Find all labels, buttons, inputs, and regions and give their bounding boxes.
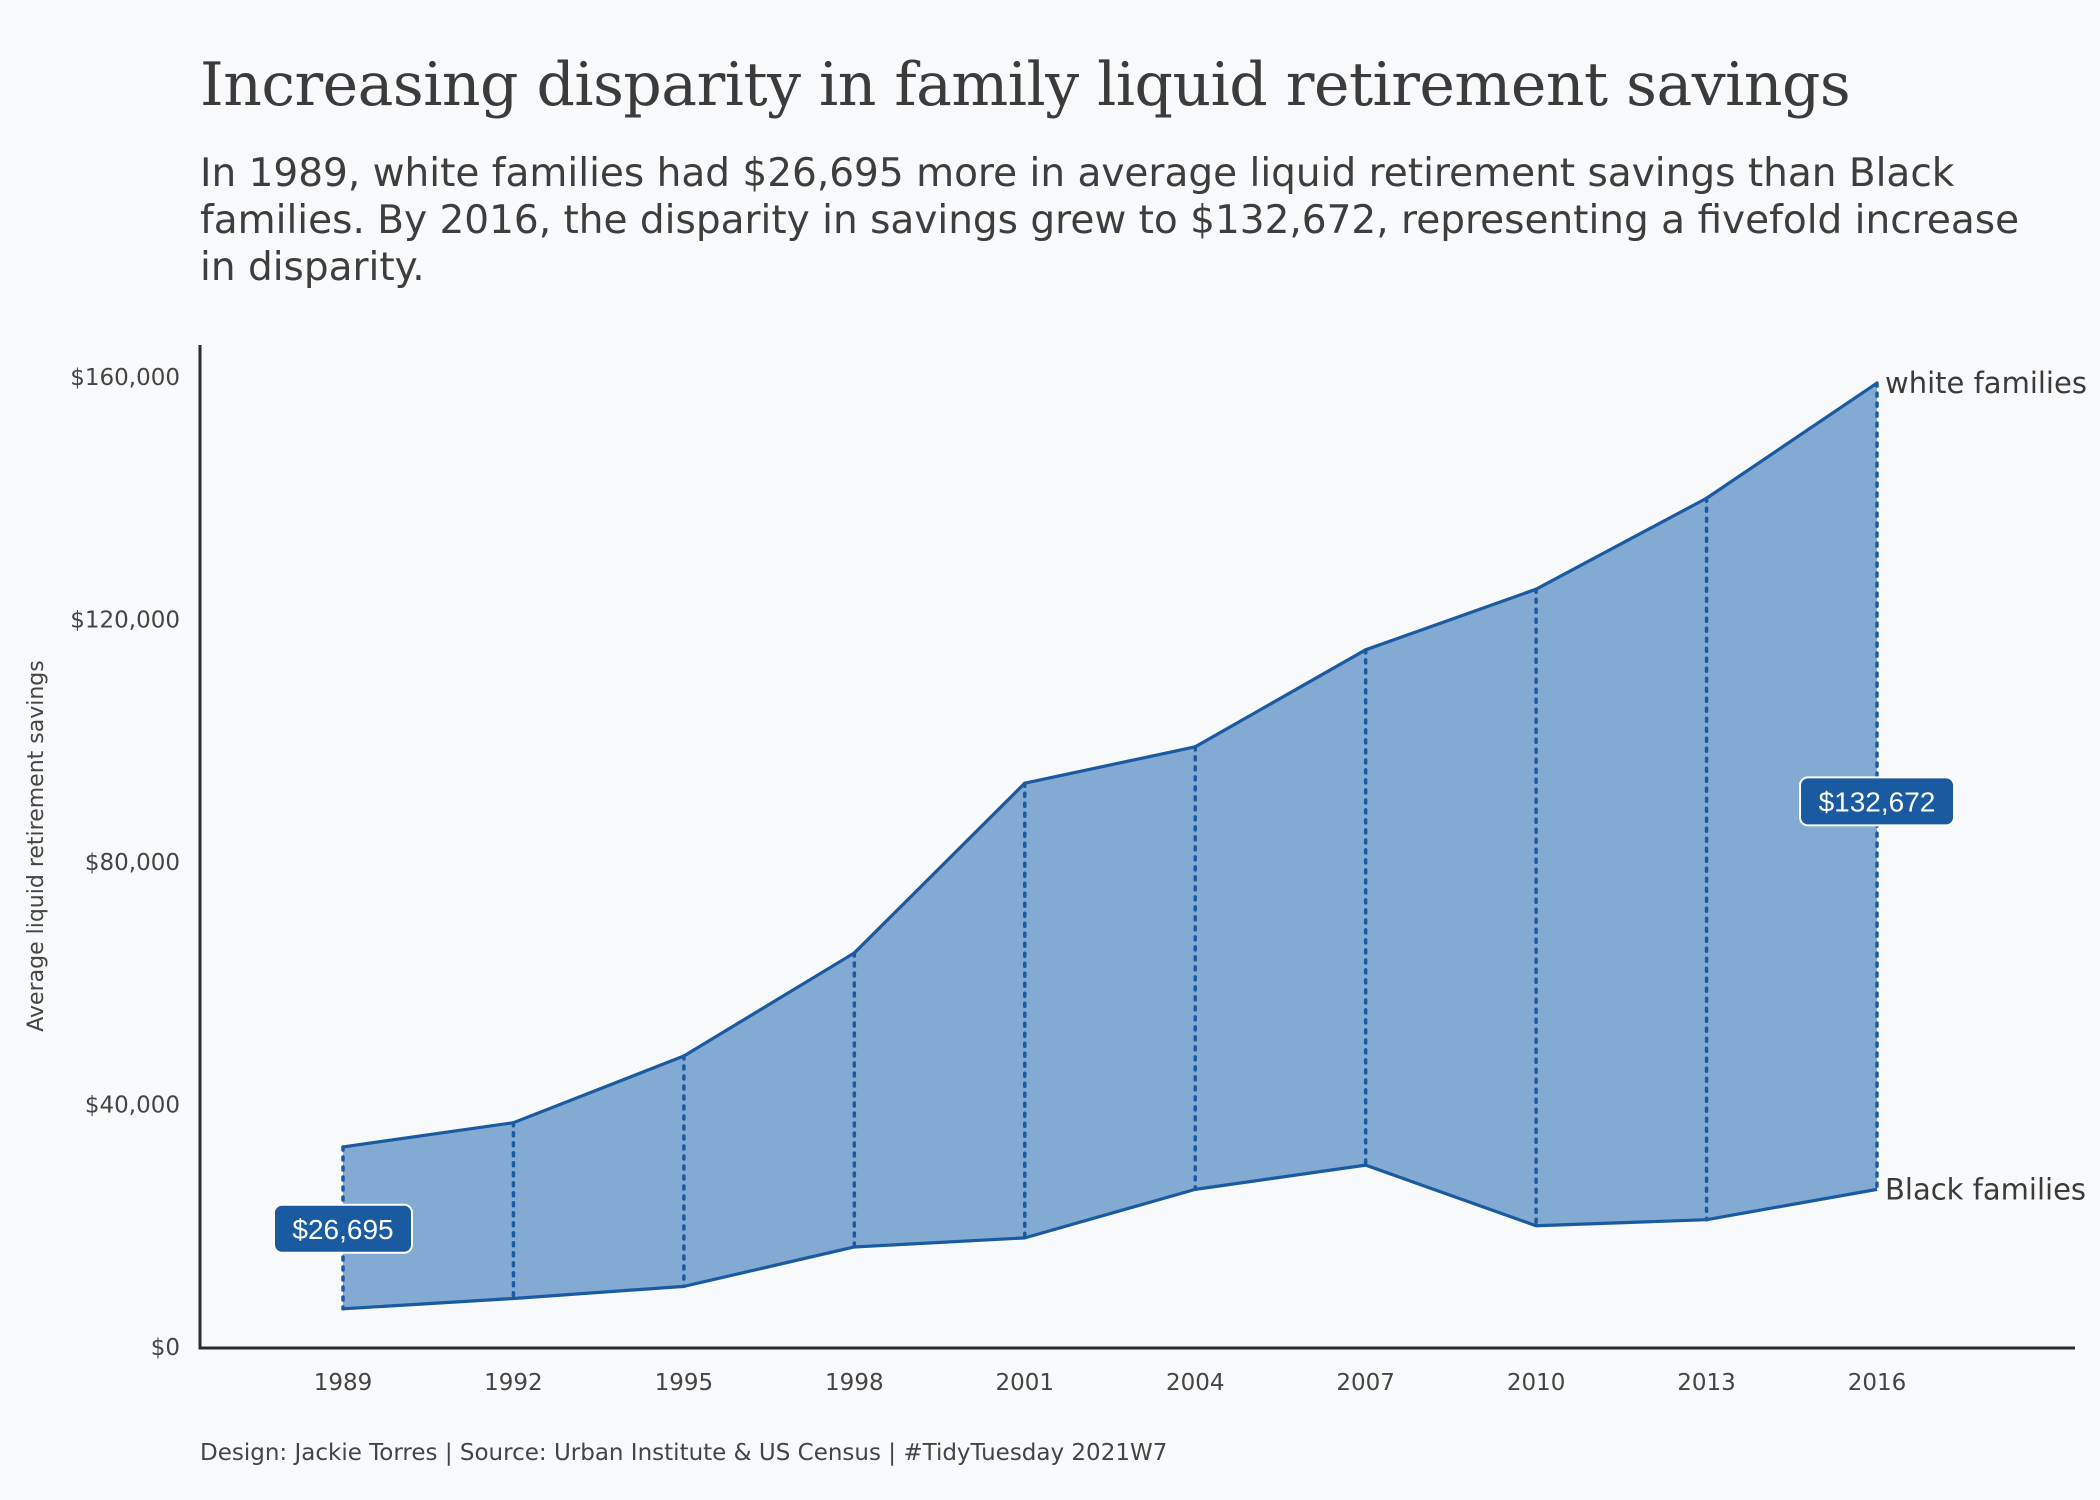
gap-annotation: $132,672 (1799, 776, 1955, 827)
y-tick-label: $40,000 (85, 1093, 180, 1119)
axes (198, 345, 2075, 1350)
series-lines (342, 381, 1878, 1311)
x-tick-label: 1992 (484, 1370, 543, 1396)
x-tick-label: 2016 (1848, 1370, 1907, 1396)
chart-subtitle: In 1989, white families had $26,695 more… (200, 151, 2020, 290)
white-families-line (342, 381, 1878, 1149)
x-tick-label: 2007 (1336, 1370, 1395, 1396)
y-axis-ticks: $0 $40,000 $80,000 $120,000 $160,000 (70, 365, 180, 1361)
x-tick-label: 1995 (655, 1370, 714, 1396)
series-label-white-families: white families (1885, 366, 2087, 400)
x-tick-label: 2004 (1166, 1370, 1225, 1396)
x-tick-label: 2010 (1507, 1370, 1566, 1396)
disparity-area (343, 383, 1877, 1309)
chart-title: Increasing disparity in family liquid re… (200, 50, 1851, 120)
black-families-line (342, 1163, 1878, 1311)
gap-annotation-box (1799, 776, 1955, 827)
x-tick-label: 1998 (825, 1370, 884, 1396)
y-tick-label: $0 (151, 1335, 180, 1361)
series-labels: white families Black families (1885, 366, 2087, 1206)
gap-annotation: $26,695 (273, 1203, 413, 1254)
caption: Design: Jackie Torres | Source: Urban In… (200, 1440, 1168, 1466)
x-tick-label: 2001 (996, 1370, 1055, 1396)
area-layer (343, 383, 1877, 1309)
y-axis-title: Average liquid retirement savings (24, 660, 49, 1031)
x-tick-label: 2013 (1677, 1370, 1736, 1396)
gap-annotation-label: $26,695 (292, 1214, 393, 1245)
series-label-black-families: Black families (1885, 1172, 2086, 1206)
y-tick-label: $120,000 (70, 608, 180, 634)
x-axis-ticks: 1989 1992 1995 1998 2001 2004 2007 2010 2013 2016 (314, 1370, 1907, 1396)
y-tick-label: $80,000 (85, 850, 180, 876)
gap-annotation-box (273, 1203, 413, 1254)
x-tick-label: 1989 (314, 1370, 373, 1396)
gap-annotation-label: $132,672 (1819, 786, 1936, 817)
y-tick-label: $160,000 (70, 365, 180, 391)
gap-labels: $26,695 $132,672 (273, 776, 1955, 1254)
